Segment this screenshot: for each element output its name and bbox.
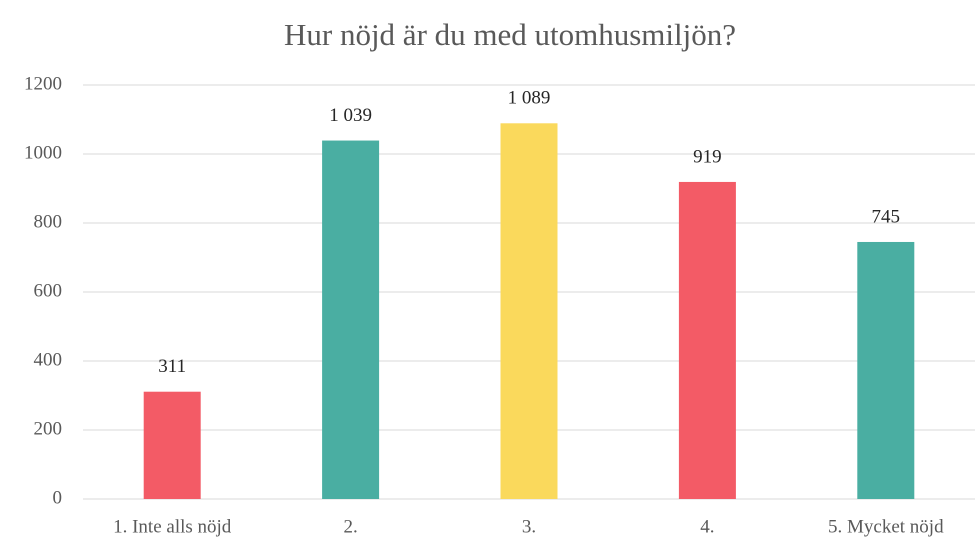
bar [857,241,915,499]
y-tick-label: 200 [34,418,63,439]
bar [322,140,380,500]
x-tick-label: 1. Inte alls nöjd [113,516,232,537]
value-label: 1 089 [508,88,551,109]
x-tick-label: 3. [522,516,536,537]
bar [143,391,201,499]
y-tick-label: 600 [34,280,63,301]
y-tick-label: 400 [34,349,63,370]
bar [500,123,558,500]
bar [678,181,736,499]
y-tick-label: 800 [34,211,63,232]
x-tick-label: 2. [343,516,357,537]
y-tick-label: 1200 [24,73,62,94]
value-label: 745 [872,206,901,227]
x-tick-label: 4. [700,516,714,537]
y-tick-label: 1000 [24,142,62,163]
y-tick-label: 0 [53,487,63,508]
x-tick-label: 5. Mycket nöjd [828,516,944,537]
chart-title: Hur nöjd är du med utomhusmiljön? [284,17,736,52]
value-label: 919 [693,146,722,167]
value-label: 311 [158,356,186,377]
value-label: 1 039 [329,105,372,126]
